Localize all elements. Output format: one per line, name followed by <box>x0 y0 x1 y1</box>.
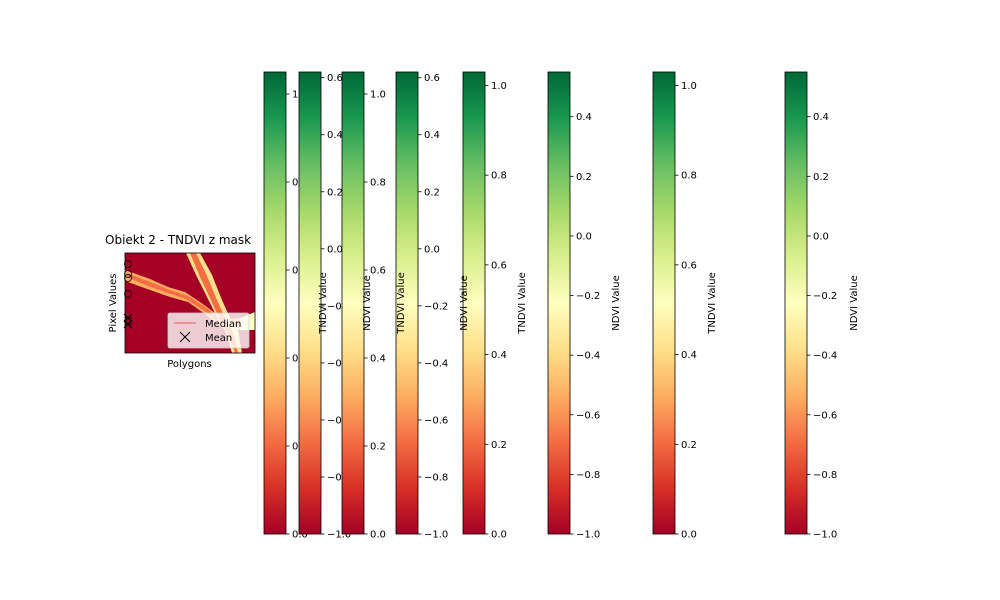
colorbar-gradient <box>652 71 676 535</box>
colorbar-tick-label: −0.4 <box>424 358 448 369</box>
image-ylabel: Pixel Values <box>108 274 119 333</box>
colorbar: 0.0 0.2 0.4 0.6 0.8 1.0 NDVI Value <box>341 71 386 541</box>
colorbar-tick-label: 0.6 <box>491 260 507 271</box>
colorbar-tick-label: 1.0 <box>370 90 386 101</box>
colorbar-tick-label: 0.2 <box>681 440 697 451</box>
colorbar-tick-label: 0.4 <box>681 350 697 361</box>
colorbar-tick-label: 0.4 <box>370 354 386 365</box>
colorbar-gradient <box>263 71 287 535</box>
outlier-point <box>124 270 132 278</box>
outlier-point <box>124 274 132 282</box>
image-subplot: Obiekt 2 - TNDVI z mask <box>105 233 256 370</box>
colorbar-tick-label: −0.2 <box>813 291 837 302</box>
colorbar-label: TNDVI Value <box>707 272 718 335</box>
legend-label-median: Median <box>205 319 241 330</box>
colorbar-final-ticks: −1.0 −0.8 −0.6 −0.4 −0.2 0.0 0.2 0.4 <box>813 112 837 540</box>
colorbar-tick-label: 0.8 <box>370 178 386 189</box>
colorbar-gradient <box>462 71 486 535</box>
colorbar-gradient <box>298 71 322 535</box>
colorbar-tick-label: −0.4 <box>576 351 600 362</box>
colorbar-tick-label: −1.0 <box>424 530 448 541</box>
colorbar-tick-label: −1.0 <box>813 530 837 541</box>
colorbar-tick-label: 0.4 <box>576 112 592 123</box>
colorbar-tick-label: −1.0 <box>576 530 600 541</box>
colorbar-tick-label: −0.8 <box>813 470 837 481</box>
colorbar-tick-label: −0.2 <box>327 301 351 312</box>
colorbar-tick-label: 0.2 <box>491 440 507 451</box>
colorbar-label: TNDVI Value <box>318 272 329 335</box>
colorbar-tick-label: −0.6 <box>813 410 837 421</box>
colorbar-label: TNDVI Value <box>396 272 407 335</box>
colorbar-tick-label: 0.0 <box>813 231 829 242</box>
colorbar-tick-label: 0.6 <box>424 73 440 84</box>
colorbar-tick-label: −0.6 <box>327 415 351 426</box>
colorbar-tick-label: −0.6 <box>576 410 600 421</box>
colorbar-tick-label: −0.8 <box>576 470 600 481</box>
legend: Median Mean <box>167 312 250 349</box>
colorbar-label: TNDVI Value <box>517 272 528 335</box>
subplot-title: Obiekt 2 - TNDVI z mask <box>105 233 251 247</box>
legend-box <box>167 312 250 349</box>
colorbar-tick-label: 0.0 <box>491 530 507 541</box>
colorbar-tick-label: 0.8 <box>681 171 697 182</box>
colorbar-tick-label: 0.4 <box>813 112 829 123</box>
legend-mean-swatch <box>179 331 191 343</box>
colorbar-label: NDVI Value <box>849 275 860 330</box>
colorbar-tick-label: −1.0 <box>327 530 351 541</box>
colorbar-tick-label: 0.6 <box>370 266 386 277</box>
colorbars-group: 0.00.20.40.60.81.0−1.0−0.8−0.6−0.4−0.20.… <box>263 71 860 541</box>
colorbar-gradient <box>784 71 808 535</box>
colorbar-tick-label: 0.6 <box>681 260 697 271</box>
colorbar: −1.0 −0.8 −0.6 −0.4 −0.2 0.0 0.2 0.4 TNDVI Value <box>517 71 600 541</box>
colorbar-tick-label: 0.0 <box>681 530 697 541</box>
colorbar-label: NDVI Value <box>362 275 373 330</box>
colorbar-tick-label: 0.4 <box>491 350 507 361</box>
colorbar-tick-label: 1.0 <box>491 81 507 92</box>
raster-band-left-core <box>127 273 255 326</box>
colorbar-tick-label: 0.0 <box>424 244 440 255</box>
colorbar-tick-label: 0.8 <box>491 171 507 182</box>
colorbar-tick-label: 0.2 <box>327 187 343 198</box>
colorbar: −1.0 −0.8 −0.6 −0.4 −0.2 0.0 0.2 0.4 0.6 TNDVI Va… <box>395 71 448 541</box>
colorbar-tick-label: −0.8 <box>424 472 448 483</box>
colorbar-tick-label: 0.0 <box>292 530 308 541</box>
colorbar-gradient <box>547 71 571 535</box>
outlier-point <box>124 260 132 268</box>
colorbar-tick-label: 0.4 <box>327 130 343 141</box>
colorbar-tick-label: 0.2 <box>813 172 829 183</box>
colorbar: 0.0 0.2 0.4 0.6 0.8 1.0 NDVI Value <box>459 71 507 541</box>
colorbar-tick-label: 0.2 <box>370 442 386 453</box>
colorbar-tick-label: −0.2 <box>424 301 448 312</box>
colorbar-tick-label: −0.8 <box>327 472 351 483</box>
boxplot-markers <box>123 260 133 329</box>
colorbar-tick-label: 0.0 <box>370 530 386 541</box>
colorbar-gradient <box>341 71 365 535</box>
outlier-point <box>124 290 132 298</box>
colorbar-label: NDVI Value <box>611 275 622 330</box>
colorbar-label: NDVI Value <box>459 275 470 330</box>
colorbar-tick-label: 0.0 <box>576 231 592 242</box>
colorbar-tick-label: 1.0 <box>681 81 697 92</box>
colorbar: 0.0 0.2 0.4 0.6 0.8 1.0 NDVI Value <box>611 71 697 541</box>
colorbar-tick-label: −0.2 <box>576 291 600 302</box>
colorbar: TNDVI Value <box>707 71 811 535</box>
colorbar-tick-label: 0.2 <box>424 187 440 198</box>
colorbar-tick-label: −0.4 <box>813 351 837 362</box>
colorbar-tick-label: 0.0 <box>327 244 343 255</box>
colorbar: NDVI Value <box>849 275 860 330</box>
colorbar-tick-label: 0.2 <box>576 172 592 183</box>
image-frame <box>124 252 256 354</box>
legend-label-mean: Mean <box>205 333 232 344</box>
colorbar-tick-label: −0.4 <box>327 358 351 369</box>
colorbar: −1.0 −0.8 −0.6 −0.4 −0.2 0.0 0.2 0.4 0.6 TNDVI Va… <box>298 71 351 541</box>
colorbar-gradient <box>395 71 419 535</box>
image-xlabel: Polygons <box>167 359 212 370</box>
colorbar-tick-label: 0.6 <box>327 73 343 84</box>
colorbar-tick-label: −0.6 <box>424 415 448 426</box>
colorbar-tick-label: 0.4 <box>424 130 440 141</box>
